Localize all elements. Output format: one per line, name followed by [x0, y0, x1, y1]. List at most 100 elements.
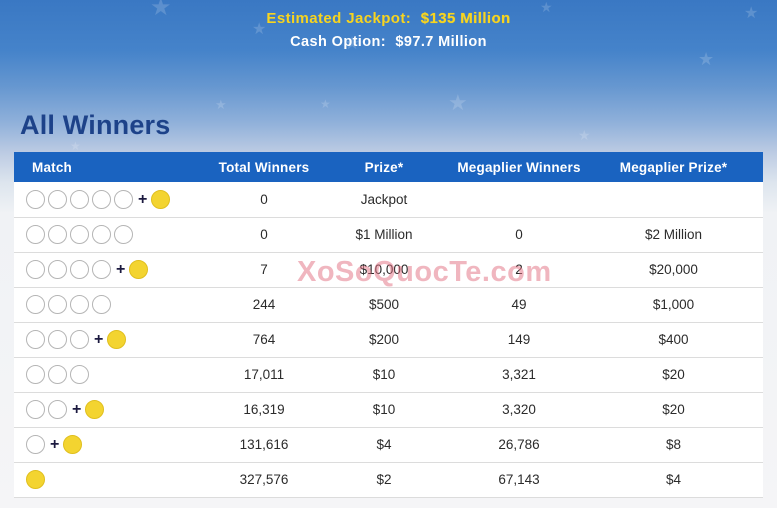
- match-balls-cell: +: [14, 322, 214, 357]
- jackpot-value: $135 Million: [420, 10, 511, 27]
- plus-icon: +: [72, 401, 82, 418]
- prize-cell: $2: [376, 472, 392, 487]
- table-row: 0 $1 Million 0 $2 Million: [14, 217, 763, 252]
- total-winners-cell: 244: [252, 297, 276, 312]
- cash-option-line: Cash Option: $97.7 Million: [0, 34, 777, 50]
- megaplier-winners-cell: 49: [511, 297, 527, 312]
- total-winners-cell: 16,319: [243, 402, 285, 417]
- prize-cell: Jackpot: [360, 191, 408, 207]
- col-header-megaplier-prize: Megaplier Prize*: [584, 152, 763, 182]
- total-winners-cell: 0: [260, 191, 268, 207]
- table-row: +7 $10,000 2 $20,000: [14, 252, 763, 287]
- white-ball-icon: [26, 225, 45, 244]
- white-ball-icon: [26, 260, 45, 279]
- white-ball-icon: [92, 225, 111, 244]
- white-ball-icon: [26, 189, 45, 209]
- megaplier-prize-cell: $20: [662, 402, 685, 417]
- white-ball-icon: [26, 365, 45, 384]
- megaplier-winners-cell: 2: [515, 262, 523, 277]
- white-ball-icon: [70, 365, 89, 384]
- total-winners-cell: 131,616: [239, 437, 289, 452]
- megaplier-winners-cell: 3,320: [502, 402, 536, 417]
- white-ball-icon: [92, 189, 111, 209]
- cash-option-value: $97.7 Million: [395, 34, 487, 50]
- white-ball-icon: [70, 330, 89, 349]
- prize-cell: $200: [368, 332, 400, 347]
- match-balls-cell: [14, 287, 214, 322]
- star-icon: ★: [320, 97, 331, 111]
- prize-cell: $10,000: [359, 262, 409, 277]
- page-title: All Winners: [20, 110, 171, 140]
- white-ball-icon: [48, 225, 67, 244]
- total-winners-cell: 0: [260, 227, 268, 242]
- white-ball-icon: [70, 189, 89, 209]
- mega-ball-icon: [151, 189, 171, 209]
- table-row: +131,616 $4 26,786 $8: [14, 427, 763, 462]
- prize-cell: $500: [368, 297, 400, 312]
- megaplier-winners-cell: 3,321: [502, 367, 536, 382]
- white-ball-icon: [48, 365, 67, 384]
- white-ball-icon: [48, 295, 67, 314]
- star-icon: ★: [698, 49, 715, 69]
- match-balls-cell: +: [14, 182, 214, 217]
- table-header: Match Total Winners Prize* Megaplier Win…: [14, 152, 763, 182]
- white-ball-icon: [48, 400, 67, 419]
- prize-cell: $1 Million: [355, 227, 413, 242]
- col-header-prize: Prize*: [314, 152, 454, 182]
- megaplier-prize-cell: $20,000: [649, 262, 698, 277]
- prize-cell: $10: [372, 367, 396, 382]
- col-header-total-winners: Total Winners: [214, 152, 314, 182]
- white-ball-icon: [70, 295, 89, 314]
- total-winners-cell: 764: [252, 332, 276, 347]
- table-row: +0 Jackpot: [14, 182, 763, 217]
- white-ball-icon: [92, 260, 111, 279]
- mega-ball-icon: [85, 400, 105, 419]
- match-balls-cell: +: [14, 427, 214, 462]
- prize-cell: $4: [376, 437, 392, 452]
- plus-icon: +: [94, 331, 104, 348]
- white-ball-icon: [26, 435, 45, 454]
- total-winners-cell: 17,011: [243, 367, 285, 382]
- megaplier-winners-cell: 26,786: [498, 437, 540, 452]
- star-icon: ★: [70, 139, 81, 153]
- plus-icon: +: [50, 436, 60, 453]
- white-ball-icon: [114, 189, 133, 209]
- cash-option-label: Cash Option:: [290, 34, 386, 50]
- megaplier-prize-cell: $400: [658, 332, 689, 347]
- megaplier-prize-cell: $8: [665, 437, 682, 452]
- jackpot-line: Estimated Jackpot: $135 Million: [0, 10, 777, 27]
- table-row: 17,011 $10 3,321 $20: [14, 357, 763, 392]
- megaplier-winners-cell: 149: [507, 332, 531, 347]
- match-balls-cell: +: [14, 392, 214, 427]
- star-icon: ★: [448, 90, 468, 115]
- white-ball-icon: [26, 330, 45, 349]
- white-ball-icon: [48, 330, 67, 349]
- megaplier-winners-cell: [454, 182, 584, 217]
- match-balls-cell: [14, 357, 214, 392]
- match-balls-cell: +: [14, 252, 214, 287]
- megaplier-prize-cell: $4: [665, 472, 682, 487]
- megaplier-prize-cell: $20: [662, 367, 685, 382]
- white-ball-icon: [26, 295, 45, 314]
- match-balls-cell: [14, 217, 214, 252]
- white-ball-icon: [48, 260, 67, 279]
- white-ball-icon: [48, 189, 67, 209]
- megaplier-prize-cell: $2 Million: [644, 227, 703, 242]
- megaplier-prize-cell: $1,000: [652, 297, 695, 312]
- winners-table-wrap: Match Total Winners Prize* Megaplier Win…: [14, 152, 763, 498]
- plus-icon: +: [116, 261, 126, 278]
- col-header-megaplier-winners: Megaplier Winners: [454, 152, 584, 182]
- star-icon: ★: [215, 97, 227, 112]
- prize-cell: $10: [372, 402, 396, 417]
- mega-ball-icon: [107, 330, 127, 349]
- white-ball-icon: [26, 400, 45, 419]
- match-balls-cell: [14, 462, 214, 497]
- table-row: 327,576 $2 67,143 $4: [14, 462, 763, 497]
- mega-ball-icon: [63, 435, 83, 454]
- megaplier-prize-cell: [584, 182, 763, 217]
- white-ball-icon: [70, 260, 89, 279]
- col-header-match: Match: [14, 152, 214, 182]
- megaplier-winners-cell: 67,143: [498, 472, 540, 487]
- white-ball-icon: [114, 225, 133, 244]
- star-icon: ★: [578, 127, 591, 143]
